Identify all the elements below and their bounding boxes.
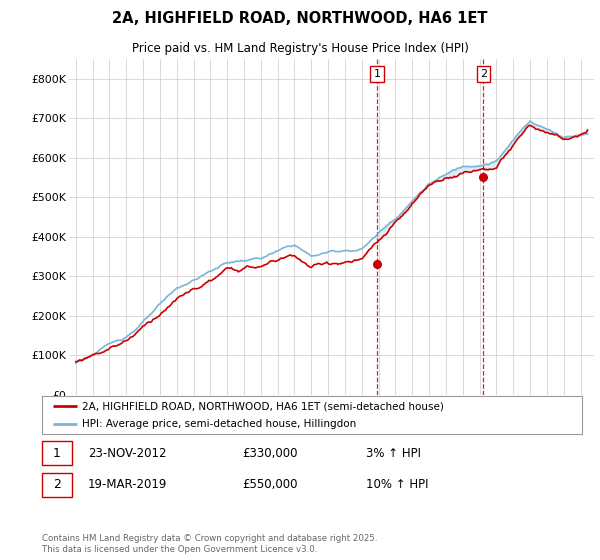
Text: 23-NOV-2012: 23-NOV-2012 [88, 446, 166, 460]
Bar [42, 473, 72, 497]
Text: £330,000: £330,000 [242, 446, 298, 460]
Text: Price paid vs. HM Land Registry's House Price Index (HPI): Price paid vs. HM Land Registry's House … [131, 43, 469, 55]
Text: 1: 1 [373, 69, 380, 79]
Text: 1: 1 [53, 446, 61, 460]
Text: HPI: Average price, semi-detached house, Hillingdon: HPI: Average price, semi-detached house,… [83, 419, 357, 430]
Text: 19-MAR-2019: 19-MAR-2019 [88, 478, 167, 492]
Text: 10% ↑ HPI: 10% ↑ HPI [366, 478, 428, 492]
Text: £550,000: £550,000 [242, 478, 298, 492]
Text: 3% ↑ HPI: 3% ↑ HPI [366, 446, 421, 460]
Text: 2A, HIGHFIELD ROAD, NORTHWOOD, HA6 1ET (semi-detached house): 2A, HIGHFIELD ROAD, NORTHWOOD, HA6 1ET (… [83, 401, 445, 411]
Text: 2: 2 [480, 69, 487, 79]
Text: 2A, HIGHFIELD ROAD, NORTHWOOD, HA6 1ET: 2A, HIGHFIELD ROAD, NORTHWOOD, HA6 1ET [112, 11, 488, 26]
Text: Contains HM Land Registry data © Crown copyright and database right 2025.
This d: Contains HM Land Registry data © Crown c… [42, 534, 377, 554]
Text: 2: 2 [53, 478, 61, 492]
Bar [42, 441, 72, 465]
